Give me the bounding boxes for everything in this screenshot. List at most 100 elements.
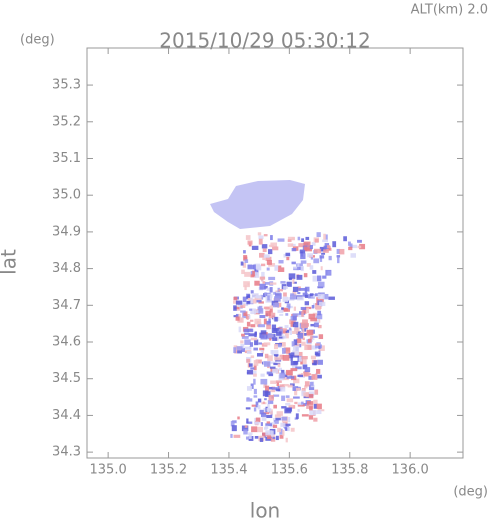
speckle <box>273 354 279 357</box>
speckle <box>283 292 287 297</box>
speckle <box>253 364 257 371</box>
speckle <box>269 401 274 404</box>
speckle <box>286 256 290 261</box>
speckle <box>293 306 297 311</box>
speckle <box>247 240 253 245</box>
speckle <box>271 324 277 330</box>
echo-region <box>210 180 305 229</box>
speckle <box>296 266 304 271</box>
speckle <box>243 303 246 307</box>
speckle <box>308 393 314 399</box>
speckle <box>261 263 266 267</box>
speckle <box>292 314 297 321</box>
chart-title: 2015/10/29 05:30:12 <box>159 29 370 53</box>
speckle <box>254 272 259 278</box>
speckle <box>291 248 297 252</box>
speckle <box>285 403 291 406</box>
speckle <box>246 398 253 402</box>
speckle <box>348 241 351 246</box>
speckle <box>270 437 276 442</box>
speckle <box>282 354 290 361</box>
speckle <box>258 238 263 245</box>
speckle <box>292 386 299 391</box>
speckle <box>308 415 314 420</box>
speckle <box>274 414 282 418</box>
speckle <box>328 296 335 300</box>
speckle <box>276 411 283 416</box>
speckle <box>265 385 270 391</box>
speckle <box>274 265 279 271</box>
speckle <box>308 313 316 320</box>
speckle <box>251 298 257 304</box>
speckle <box>243 255 248 261</box>
speckle <box>304 345 308 351</box>
speckle <box>303 246 311 250</box>
speckle <box>322 275 327 279</box>
speckle <box>258 301 264 304</box>
speckle <box>264 398 267 401</box>
speckle <box>258 235 264 240</box>
speckle <box>299 323 303 329</box>
speckle <box>321 252 326 255</box>
speckle <box>291 261 296 265</box>
speckle <box>285 313 289 316</box>
speckle <box>269 282 277 285</box>
speckle <box>255 401 259 408</box>
speckle <box>339 248 345 255</box>
speckle <box>287 426 290 432</box>
speckle <box>246 358 250 363</box>
speckle <box>243 250 246 254</box>
speckle <box>302 319 308 324</box>
speckle <box>295 387 301 391</box>
speckle <box>316 403 322 410</box>
speckle <box>233 305 237 311</box>
speckle <box>271 430 274 437</box>
speckle <box>296 338 302 344</box>
y-tick-label: 34.3 <box>52 445 81 460</box>
speckle <box>304 301 310 306</box>
speckle <box>244 346 252 350</box>
speckle <box>323 233 326 240</box>
speckle <box>359 243 366 250</box>
speckle <box>310 336 313 340</box>
x-unit: (deg) <box>453 485 488 500</box>
speckle <box>315 353 320 357</box>
speckle <box>263 254 270 258</box>
speckle <box>269 366 276 369</box>
speckle <box>350 253 356 258</box>
speckle <box>299 249 306 254</box>
speckle <box>310 355 316 360</box>
speckle <box>262 257 266 261</box>
speckle <box>257 398 262 403</box>
speckle <box>284 427 287 430</box>
speckle <box>318 334 324 340</box>
speckle <box>294 401 298 405</box>
speckle <box>306 329 314 336</box>
speckle <box>262 281 266 284</box>
speckle <box>314 389 319 395</box>
speckle <box>291 341 295 347</box>
speckle <box>230 420 235 427</box>
speckle <box>231 425 237 432</box>
speckle <box>276 381 279 387</box>
speckle <box>282 342 286 347</box>
speckle <box>244 271 251 277</box>
speckle <box>279 434 284 439</box>
speckle <box>275 388 281 392</box>
speckle <box>279 372 286 379</box>
speckle <box>242 262 247 268</box>
speckle <box>305 344 312 350</box>
speckle <box>265 423 273 427</box>
speckle <box>285 425 289 431</box>
speckle <box>269 305 273 309</box>
speckle <box>315 305 321 311</box>
speckle <box>357 245 362 249</box>
speckle <box>297 296 304 301</box>
speckle <box>263 361 271 367</box>
speckle <box>271 387 278 390</box>
speckle <box>304 367 311 373</box>
speckle <box>256 353 264 357</box>
speckle <box>301 358 307 364</box>
speckle <box>292 330 299 334</box>
speckle <box>305 236 310 240</box>
